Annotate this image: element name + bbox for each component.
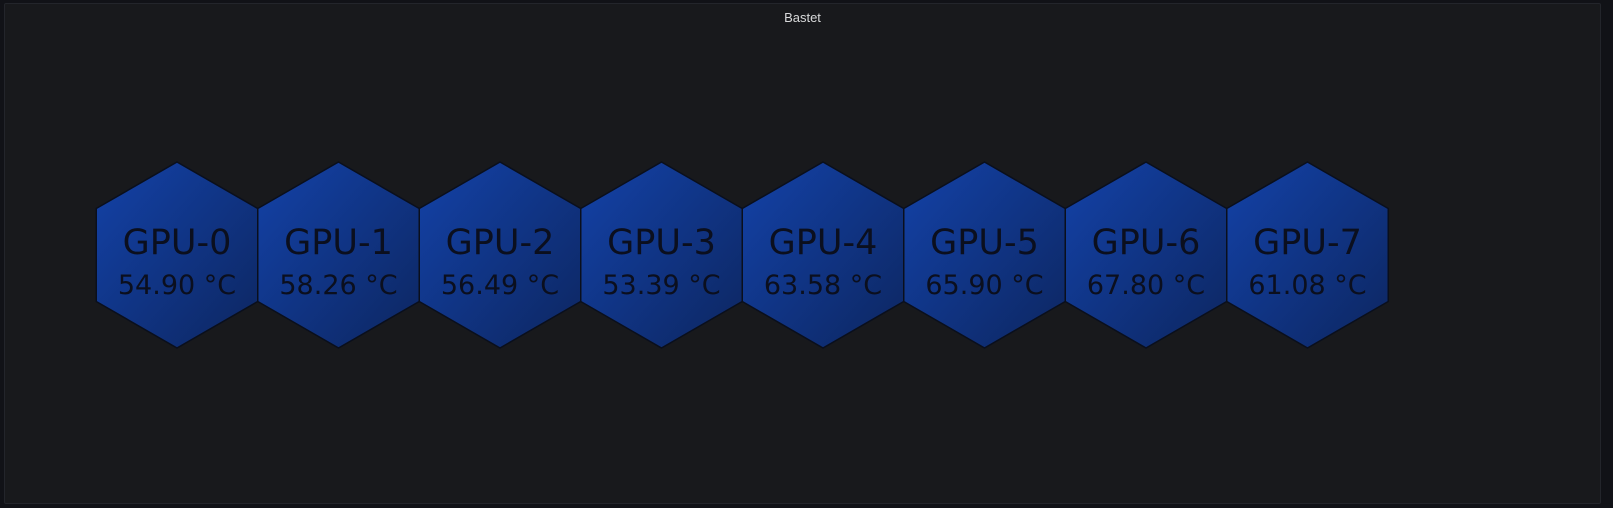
gpu-temperature: 58.26 °C: [279, 270, 397, 301]
gpu-temperature: 56.49 °C: [441, 270, 559, 301]
stat-panel: Bastet GPU-0 54.90 °C GPU-1 58.26 °C GPU-2 56…: [4, 3, 1601, 504]
gpu-name: GPU-5: [930, 223, 1039, 263]
gpu-temperature: 65.90 °C: [925, 270, 1043, 301]
gpu-name: GPU-2: [446, 223, 555, 263]
gpu-hexagon[interactable]: GPU-4 63.58 °C: [741, 161, 905, 349]
gpu-hexagon[interactable]: GPU-5 65.90 °C: [903, 161, 1066, 349]
panel-title[interactable]: Bastet: [784, 10, 821, 25]
gpu-temperature: 53.39 °C: [602, 270, 720, 301]
gpu-hexagon[interactable]: GPU-2 56.49 °C: [418, 161, 582, 349]
gpu-hexagon[interactable]: GPU-3 53.39 °C: [580, 161, 743, 349]
gpu-temperature: 67.80 °C: [1087, 270, 1205, 301]
gpu-hexagon[interactable]: GPU-0 54.90 °C: [95, 161, 259, 349]
gpu-hexagon[interactable]: GPU-1 58.26 °C: [257, 161, 420, 349]
gpu-name: GPU-4: [769, 223, 878, 263]
gpu-temperature: 61.08 °C: [1248, 270, 1366, 301]
hexagon-shape[interactable]: [1226, 161, 1389, 349]
gpu-name: GPU-0: [123, 223, 232, 263]
gpu-hexagon[interactable]: GPU-7 61.08 °C: [1226, 161, 1389, 349]
gpu-name: GPU-3: [607, 223, 716, 263]
gpu-name: GPU-7: [1253, 223, 1362, 263]
gpu-name: GPU-1: [284, 223, 393, 263]
gpu-name: GPU-6: [1092, 223, 1201, 263]
gpu-hexagon[interactable]: GPU-6 67.80 °C: [1064, 161, 1228, 349]
gpu-temperature: 54.90 °C: [118, 270, 236, 301]
gpu-temperature: 63.58 °C: [764, 270, 882, 301]
